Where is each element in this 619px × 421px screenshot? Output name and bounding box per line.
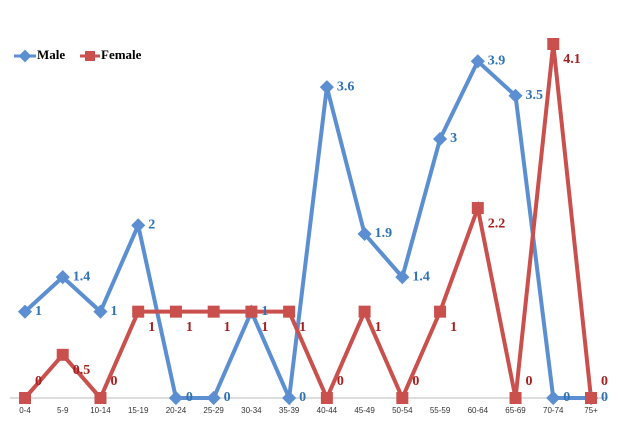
marker: [131, 218, 146, 233]
marker: [94, 392, 107, 404]
data-label: 3.6: [337, 79, 355, 94]
marker: [471, 202, 484, 215]
series-line: [23, 57, 591, 406]
data-label: 1.4: [73, 269, 91, 284]
marker: [357, 226, 372, 242]
marker: [396, 392, 409, 404]
x-tick-label: 65-69: [505, 406, 526, 415]
marker: [547, 38, 560, 50]
marker: [395, 270, 410, 285]
marker: [283, 305, 296, 318]
marker: [320, 392, 333, 404]
data-label: 2: [148, 218, 155, 233]
x-tick-label: 50-54: [392, 406, 413, 415]
marker: [319, 80, 334, 95]
data-label: 1: [35, 304, 42, 319]
marker: [17, 304, 33, 319]
x-tick-label: 70-74: [543, 406, 564, 415]
x-tick-label: 75+: [584, 406, 598, 415]
marker: [168, 390, 184, 406]
marker: [207, 305, 220, 318]
marker: [282, 390, 297, 406]
legend: Male Female: [14, 47, 142, 63]
data-label: 0: [299, 390, 306, 405]
marker: [206, 390, 221, 406]
marker: [169, 305, 182, 318]
data-label: 4.1: [563, 52, 581, 67]
data-label: 1: [148, 320, 155, 335]
data-label: 0: [601, 390, 608, 405]
data-label: 1.4: [412, 269, 430, 284]
x-tick-label: 35-39: [279, 406, 300, 415]
marker: [508, 88, 523, 103]
x-tick-label: 0-4: [19, 406, 31, 415]
x-tick-label: 60-64: [468, 406, 489, 415]
marker: [56, 348, 69, 361]
marker: [546, 390, 561, 406]
x-tick-label: 5-9: [57, 406, 69, 415]
data-label: 0: [224, 390, 231, 405]
legend-label: Female: [101, 47, 142, 62]
data-label: 1: [261, 320, 268, 335]
series-line: [23, 43, 593, 403]
data-label: 0: [110, 374, 117, 389]
data-label: 0: [563, 390, 570, 405]
data-label: 2.2: [488, 216, 506, 231]
data-label: 0: [526, 374, 533, 389]
x-tick-label: 25-29: [203, 406, 224, 415]
data-label: 3.5: [526, 88, 544, 103]
x-tick-label: 40-44: [317, 406, 338, 415]
marker: [55, 270, 70, 285]
legend-label: Male: [37, 47, 65, 62]
data-label: 0: [412, 374, 419, 389]
x-tick-label: 10-14: [90, 406, 111, 415]
marker: [358, 305, 371, 318]
data-label: 1: [110, 304, 117, 319]
data-label: 1: [299, 320, 306, 335]
data-label: 3.9: [488, 53, 506, 68]
marker: [509, 392, 522, 404]
data-label: 1: [375, 320, 382, 335]
marker: [470, 54, 485, 69]
marker: [432, 131, 448, 147]
marker: [132, 305, 145, 318]
data-label: 0: [337, 374, 344, 389]
x-tick-label: 30-34: [241, 406, 262, 415]
marker: [93, 304, 108, 319]
data-label: 1: [261, 304, 268, 319]
data-label: 1: [224, 320, 231, 335]
legend-marker: [18, 49, 32, 63]
data-label: 0: [601, 374, 608, 389]
data-label: 0.5: [73, 363, 91, 378]
data-label: 0: [186, 390, 193, 405]
marker: [19, 392, 31, 404]
x-tick-label: 55-59: [430, 406, 451, 415]
x-tick-label: 45-49: [354, 406, 375, 415]
data-label: 1.9: [375, 226, 393, 241]
data-label: 0: [35, 374, 42, 389]
data-label: 1: [450, 320, 457, 335]
marker: [585, 392, 597, 404]
marker: [434, 305, 447, 318]
legend-marker: [85, 51, 95, 61]
marker: [245, 305, 258, 318]
x-tick-label: 20-24: [166, 406, 187, 415]
x-tick-label: 15-19: [128, 406, 149, 415]
data-label: 3: [450, 131, 457, 146]
data-label: 1: [186, 320, 193, 335]
